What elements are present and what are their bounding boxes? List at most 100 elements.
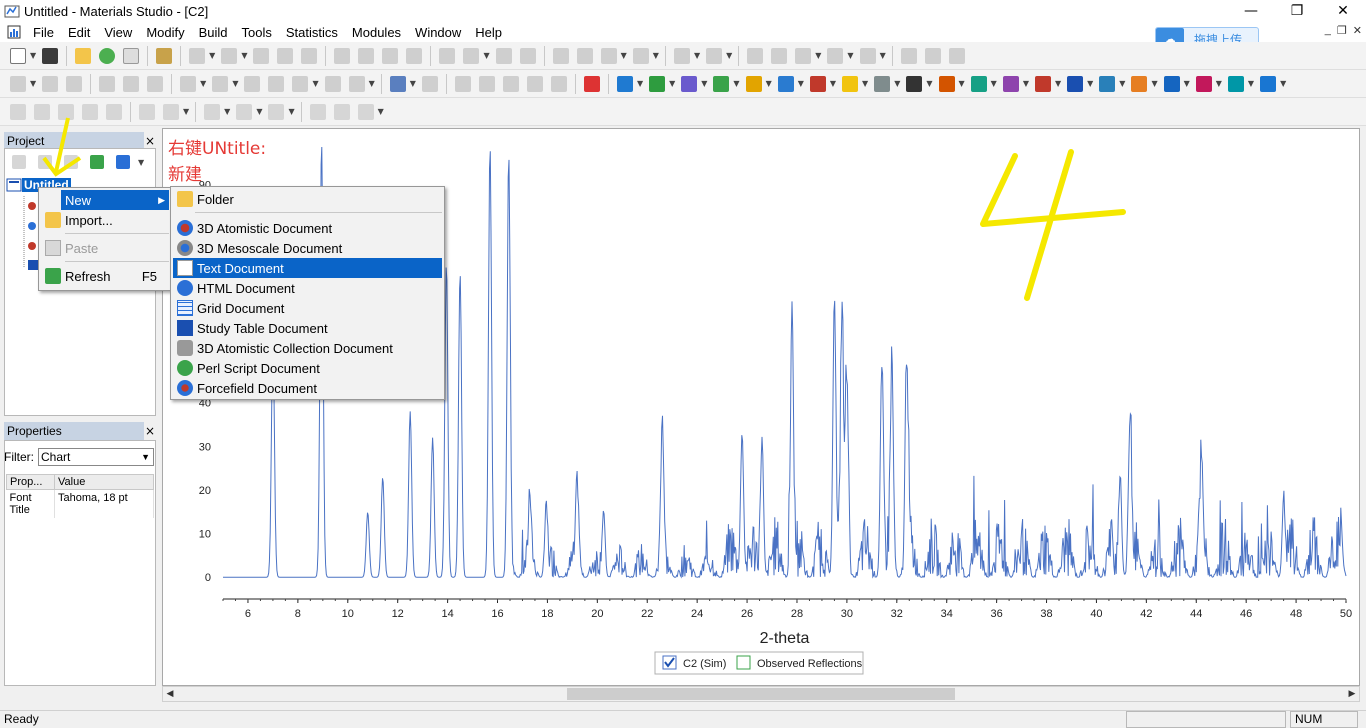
script-icon[interactable]	[309, 103, 326, 120]
select-arrow-icon[interactable]	[334, 47, 351, 64]
home-view-icon[interactable]	[439, 47, 456, 64]
display-style-icon[interactable]	[389, 75, 406, 92]
scroll-left-icon[interactable]: ◀	[166, 689, 174, 699]
xrd-chart[interactable]: 6 8 10 12 14 16 18 20 22 24 26 28 30 32 34 36 38 40 42 44 46…	[163, 129, 1359, 685]
sort-za-icon[interactable]	[268, 75, 285, 92]
module-dftb-icon[interactable]	[777, 75, 794, 92]
menu-statistics[interactable]: Statistics	[285, 24, 338, 40]
menu-modify[interactable]: Modify	[146, 24, 185, 40]
module-reflex-icon[interactable]	[1067, 75, 1084, 92]
menu-edit[interactable]: Edit	[67, 24, 91, 40]
lock-icon[interactable]	[324, 75, 341, 92]
module-forcite-icon[interactable]	[874, 75, 891, 92]
home-icon[interactable]	[583, 75, 600, 92]
module-morphology-icon[interactable]	[970, 75, 987, 92]
delete-atom-icon[interactable]	[673, 47, 690, 64]
grid-4-icon[interactable]	[82, 103, 98, 120]
translate-icon[interactable]	[358, 47, 375, 64]
project-panel-close-icon[interactable]: ×	[145, 134, 156, 148]
grid-1-icon[interactable]	[10, 103, 26, 120]
module-vamp-icon[interactable]	[1131, 75, 1148, 92]
menu-help[interactable]: Help	[475, 24, 503, 40]
mdi-restore-button[interactable]: ❐	[1336, 25, 1347, 37]
module-extra-icon[interactable]	[1260, 75, 1277, 92]
symmetry-icon[interactable]	[859, 47, 876, 64]
grid-7-icon[interactable]	[163, 103, 179, 120]
zoom-icon[interactable]	[382, 47, 399, 64]
module-synthia-icon[interactable]	[1227, 75, 1244, 92]
module-conformers-icon[interactable]	[745, 75, 762, 92]
grid-5-icon[interactable]	[106, 103, 122, 120]
column-header-prop[interactable]: Prop...	[6, 474, 55, 490]
chart-bars-icon[interactable]	[10, 75, 26, 92]
menu-item-paste[interactable]: Paste	[41, 238, 169, 258]
mdi-minimize-button[interactable]: _	[1324, 24, 1331, 36]
new-file-icon[interactable]	[10, 47, 26, 64]
module-dpd-icon[interactable]	[842, 75, 859, 92]
menu-tools[interactable]: Tools	[241, 24, 272, 40]
submenu-item-3d-atomistic[interactable]: 3D Atomistic Document	[173, 218, 442, 238]
submenu-item-folder[interactable]: Folder	[173, 189, 442, 209]
function-icon[interactable]	[421, 75, 438, 92]
ring-icon[interactable]	[576, 47, 593, 64]
paste-icon[interactable]	[301, 47, 318, 64]
menu-item-refresh[interactable]: Refresh F5	[41, 266, 169, 286]
menu-item-import[interactable]: Import...	[41, 210, 169, 230]
filter-icon[interactable]	[292, 75, 309, 92]
submenu-item-perl-script[interactable]: Perl Script Document	[173, 358, 442, 378]
table-icon[interactable]	[180, 75, 197, 92]
fit-icon[interactable]	[495, 47, 512, 64]
align-icon[interactable]	[747, 47, 764, 64]
bond-triple-icon[interactable]	[268, 103, 285, 120]
module-qsar-icon[interactable]	[1034, 75, 1051, 92]
sort-az-icon[interactable]	[244, 75, 261, 92]
undo-icon[interactable]	[189, 47, 206, 64]
menu-build[interactable]: Build	[198, 24, 228, 40]
module-castep-icon[interactable]	[713, 75, 730, 92]
sort-project-icon[interactable]	[116, 155, 130, 169]
histogram-icon[interactable]	[212, 75, 229, 92]
scrollbar-thumb[interactable]	[567, 688, 955, 700]
scroll-right-icon[interactable]: ▶	[1348, 689, 1356, 699]
link-icon[interactable]	[147, 75, 164, 92]
peak-icon[interactable]	[526, 75, 543, 92]
module-mesodyn-icon[interactable]	[938, 75, 955, 92]
unlock-icon[interactable]	[348, 75, 365, 92]
close-button[interactable]: ✕	[1337, 3, 1349, 19]
module-adsorption-icon[interactable]	[1163, 75, 1180, 92]
properties-panel-close-icon[interactable]: ×	[145, 424, 156, 438]
module-dmol3-icon[interactable]	[809, 75, 826, 92]
magnify-icon[interactable]	[478, 75, 495, 92]
layout-icon[interactable]	[827, 47, 844, 64]
bond-single-icon[interactable]	[204, 103, 221, 120]
prev-icon[interactable]	[99, 75, 116, 92]
submenu-item-study-table[interactable]: Study Table Document	[173, 318, 442, 338]
pencil-icon[interactable]	[552, 47, 569, 64]
submenu-item-text-document[interactable]: Text Document	[173, 258, 442, 278]
submenu-item-grid-document[interactable]: Grid Document	[173, 298, 442, 318]
menu-window[interactable]: Window	[415, 24, 462, 40]
module-materials-visualizer-icon[interactable]	[616, 75, 633, 92]
table-row[interactable]: Font Title Tahoma, 18 pt	[6, 489, 154, 518]
atoms-icon[interactable]	[900, 47, 917, 64]
bond-double-icon[interactable]	[236, 103, 253, 120]
restore-button[interactable]: ❐	[1290, 3, 1304, 19]
refresh-project-icon[interactable]	[90, 155, 104, 169]
package-icon[interactable]	[156, 47, 173, 64]
new-project-item-icon[interactable]	[12, 155, 26, 169]
bonds-icon[interactable]	[924, 47, 941, 64]
menu-item-new[interactable]: New ▶	[61, 190, 169, 210]
center-icon[interactable]	[463, 47, 480, 64]
chart-document-icon[interactable]	[6, 24, 22, 40]
submenu-item-forcefield[interactable]: Forcefield Document	[173, 378, 442, 398]
hydrogen-icon[interactable]	[706, 47, 723, 64]
submenu-item-3d-mesoscale[interactable]: 3D Mesoscale Document	[173, 238, 442, 258]
mdi-close-button[interactable]: ✕	[1352, 25, 1362, 37]
grid-6-icon[interactable]	[139, 103, 155, 120]
menu-modules[interactable]: Modules	[351, 24, 402, 40]
cut-icon[interactable]	[253, 47, 270, 64]
chain-icon[interactable]	[600, 47, 617, 64]
scale-icon[interactable]	[550, 75, 567, 92]
save-icon[interactable]	[42, 47, 59, 64]
module-statistics-icon[interactable]	[1195, 75, 1212, 92]
